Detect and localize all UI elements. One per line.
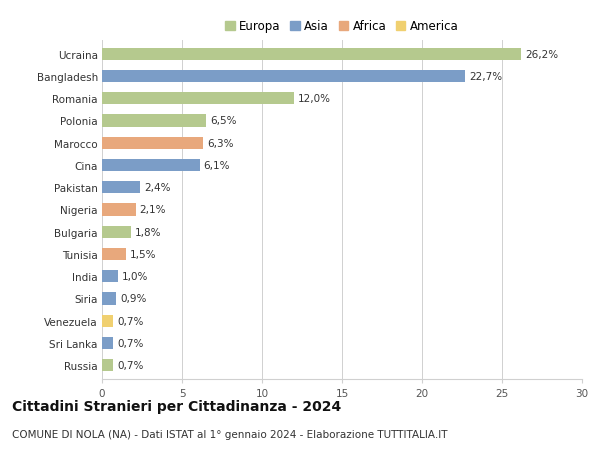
- Text: 0,7%: 0,7%: [117, 338, 143, 348]
- Bar: [102, 315, 113, 327]
- Bar: [102, 115, 206, 127]
- Text: 6,3%: 6,3%: [207, 139, 233, 148]
- Text: 2,1%: 2,1%: [140, 205, 166, 215]
- Bar: [102, 93, 294, 105]
- Bar: [102, 293, 116, 305]
- Text: 1,8%: 1,8%: [135, 227, 161, 237]
- Text: COMUNE DI NOLA (NA) - Dati ISTAT al 1° gennaio 2024 - Elaborazione TUTTITALIA.IT: COMUNE DI NOLA (NA) - Dati ISTAT al 1° g…: [12, 429, 448, 439]
- Text: 0,7%: 0,7%: [117, 316, 143, 326]
- Legend: Europa, Asia, Africa, America: Europa, Asia, Africa, America: [225, 20, 459, 33]
- Bar: [102, 182, 140, 194]
- Bar: [102, 337, 113, 349]
- Bar: [102, 270, 118, 283]
- Text: Cittadini Stranieri per Cittadinanza - 2024: Cittadini Stranieri per Cittadinanza - 2…: [12, 399, 341, 413]
- Bar: [102, 137, 203, 150]
- Text: 22,7%: 22,7%: [469, 72, 502, 82]
- Bar: [102, 71, 465, 83]
- Text: 6,1%: 6,1%: [203, 161, 230, 171]
- Text: 1,5%: 1,5%: [130, 249, 157, 259]
- Text: 12,0%: 12,0%: [298, 94, 331, 104]
- Text: 6,5%: 6,5%: [210, 116, 236, 126]
- Bar: [102, 248, 126, 261]
- Text: 0,7%: 0,7%: [117, 360, 143, 370]
- Bar: [102, 226, 131, 238]
- Text: 2,4%: 2,4%: [145, 183, 171, 193]
- Bar: [102, 359, 113, 371]
- Bar: [102, 159, 200, 172]
- Bar: [102, 49, 521, 61]
- Bar: [102, 204, 136, 216]
- Text: 26,2%: 26,2%: [525, 50, 559, 60]
- Text: 1,0%: 1,0%: [122, 272, 148, 281]
- Text: 0,9%: 0,9%: [121, 294, 147, 304]
